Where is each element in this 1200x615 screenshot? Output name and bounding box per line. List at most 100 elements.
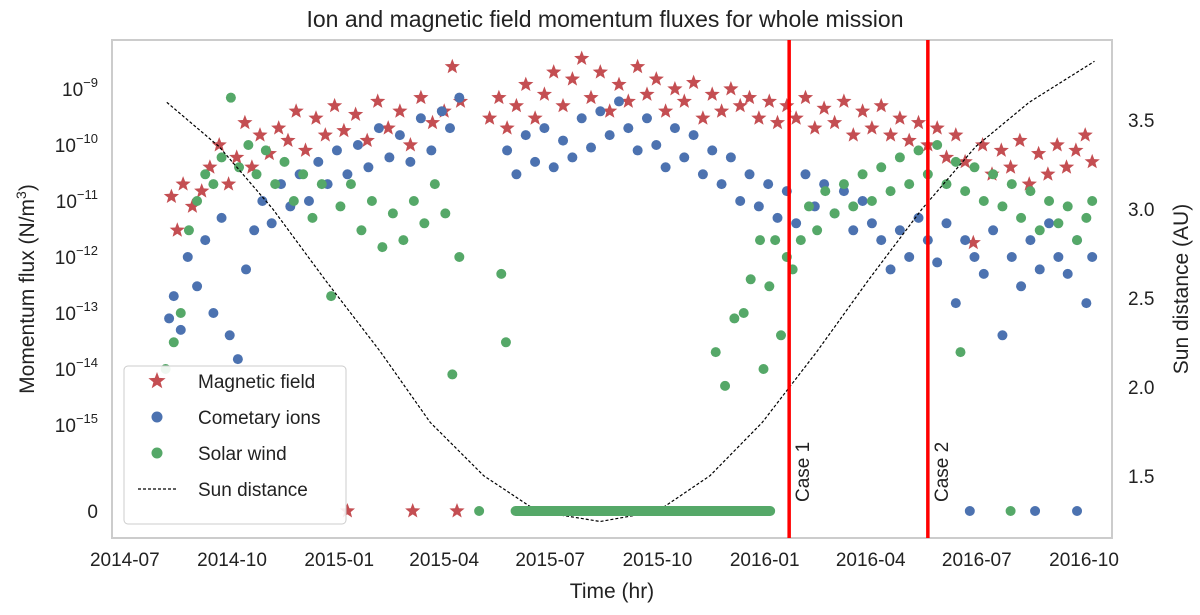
data-point-cometary-ions <box>257 196 268 206</box>
data-point-magnetic-field <box>348 106 364 121</box>
data-point-cometary-ions <box>384 152 395 163</box>
data-point-magnetic-field <box>667 81 683 96</box>
data-point-magnetic-field <box>405 503 421 518</box>
data-point-magnetic-field <box>845 127 861 142</box>
data-point-solar-wind <box>1006 179 1017 190</box>
data-point-solar-wind <box>960 186 971 197</box>
data-point-magnetic-field <box>882 127 899 142</box>
data-point-magnetic-field <box>892 110 908 125</box>
data-point-cometary-ions <box>716 179 727 190</box>
data-point-magnetic-field <box>602 103 618 118</box>
data-point-cometary-ions <box>1006 252 1017 262</box>
x-tick-label: 2015-07 <box>515 550 585 571</box>
data-point-cometary-ions <box>866 218 877 229</box>
data-point-cometary-ions <box>405 156 416 167</box>
data-point-magnetic-field <box>413 89 429 105</box>
data-point-solar-wind <box>775 330 786 341</box>
x-tick-label: 2014-10 <box>197 550 267 571</box>
series-solar-wind <box>160 92 1098 516</box>
data-point-cometary-ions <box>168 291 179 302</box>
data-point-cometary-ions <box>950 298 961 309</box>
data-point-magnetic-field <box>639 86 655 101</box>
data-point-solar-wind <box>1072 235 1083 246</box>
data-point-solar-wind <box>1081 212 1092 223</box>
data-point-solar-wind <box>913 145 924 156</box>
data-point-magnetic-field <box>317 127 333 142</box>
data-point-cometary-ions <box>164 313 175 324</box>
data-point-cometary-ions <box>876 235 887 246</box>
data-point-solar-wind <box>200 169 211 180</box>
data-point-magnetic-field <box>297 142 314 157</box>
data-point-solar-wind <box>243 140 254 150</box>
data-point-cometary-ions <box>558 135 569 146</box>
data-point-cometary-ions <box>988 225 999 236</box>
data-point-magnetic-field <box>1077 127 1093 142</box>
data-point-solar-wind <box>260 145 271 156</box>
data-point-cometary-ions <box>1072 506 1083 516</box>
data-point-cometary-ions <box>548 162 559 173</box>
data-point-cometary-ions <box>595 106 606 117</box>
data-point-magnetic-field <box>508 97 524 113</box>
data-point-solar-wind <box>729 313 740 324</box>
data-point-magnetic-field <box>948 127 964 142</box>
data-point-magnetic-field <box>163 188 179 203</box>
data-point-magnetic-field <box>816 100 832 115</box>
chart-title: Ion and magnetic field momentum fluxes f… <box>306 6 903 32</box>
data-point-magnetic-field <box>797 89 814 105</box>
data-point-solar-wind <box>326 291 337 302</box>
data-point-cometary-ions <box>623 123 634 134</box>
data-point-magnetic-field <box>583 89 599 105</box>
data-point-cometary-ions <box>373 123 384 134</box>
data-point-cometary-ions <box>632 145 643 156</box>
data-point-solar-wind <box>175 308 186 318</box>
data-point-magnetic-field <box>1040 166 1056 181</box>
data-point-cometary-ions <box>848 225 859 236</box>
data-point-cometary-ions <box>772 212 783 223</box>
data-point-magnetic-field <box>1049 137 1065 152</box>
data-point-cometary-ions <box>1062 268 1073 279</box>
data-point-cometary-ions <box>394 130 405 141</box>
data-point-cometary-ions <box>208 308 219 318</box>
data-point-magnetic-field <box>686 74 702 90</box>
data-point-magnetic-field <box>938 149 955 164</box>
data-point-magnetic-field <box>704 86 720 101</box>
data-point-magnetic-field <box>327 97 343 113</box>
data-point-solar-wind <box>270 179 281 190</box>
data-point-magnetic-field <box>929 120 945 135</box>
data-point-cometary-ions <box>511 169 522 180</box>
data-point-magnetic-field <box>993 142 1009 157</box>
y-tick-label-left: 0 <box>87 502 98 523</box>
data-point-solar-wind <box>894 152 905 163</box>
data-point-cometary-ions <box>426 145 437 156</box>
data-point-solar-wind <box>1016 212 1027 223</box>
data-point-cometary-ions <box>669 123 680 134</box>
data-point-solar-wind <box>997 201 1008 212</box>
data-point-magnetic-field <box>864 120 880 135</box>
data-point-solar-wind <box>335 201 346 212</box>
data-point-magnetic-field <box>336 122 352 138</box>
data-point-magnetic-field <box>836 93 852 108</box>
data-point-magnetic-field <box>237 114 253 130</box>
data-point-cometary-ions <box>941 218 952 229</box>
data-point-cometary-ions <box>735 196 746 206</box>
data-point-magnetic-field <box>779 97 795 113</box>
data-point-cometary-ions <box>216 212 227 223</box>
data-point-magnetic-field <box>769 114 786 130</box>
data-point-solar-wind <box>496 268 507 279</box>
data-point-cometary-ions <box>964 506 975 516</box>
data-point-magnetic-field <box>630 58 646 74</box>
data-point-cometary-ions <box>530 156 541 167</box>
data-point-magnetic-field <box>564 71 580 86</box>
data-point-cometary-ions <box>763 179 774 190</box>
data-point-magnetic-field <box>855 103 871 118</box>
y-tick-label-right: 1.5 <box>1128 467 1154 488</box>
data-point-solar-wind <box>1034 225 1045 236</box>
data-point-magnetic-field <box>288 103 304 118</box>
data-point-solar-wind <box>298 169 309 180</box>
data-point-solar-wind <box>251 169 262 180</box>
data-point-solar-wind <box>429 179 440 190</box>
data-point-cometary-ions <box>266 218 277 229</box>
data-point-magnetic-field <box>555 97 571 113</box>
